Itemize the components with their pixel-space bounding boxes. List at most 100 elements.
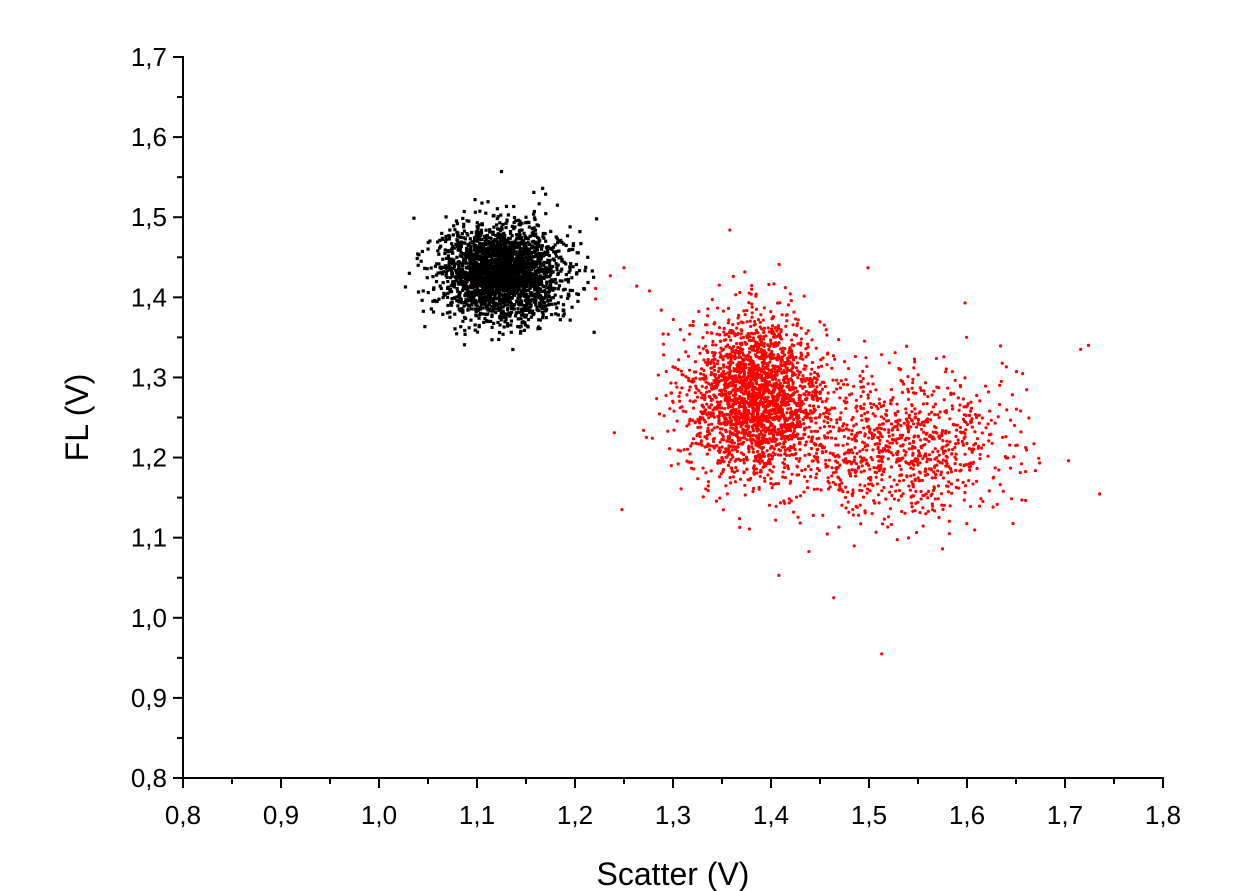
- red-data-point: [803, 453, 807, 457]
- red-data-point: [841, 489, 845, 494]
- red-data-point: [694, 384, 698, 388]
- black-data-point: [559, 255, 563, 259]
- red-data-point: [782, 436, 787, 441]
- red-data-point: [713, 357, 717, 361]
- red-data-point: [961, 443, 966, 447]
- red-data-point: [950, 491, 954, 495]
- red-data-point: [869, 455, 873, 460]
- red-data-point: [815, 429, 820, 433]
- red-data-point: [944, 367, 948, 371]
- red-data-point: [756, 363, 760, 367]
- red-data-point: [940, 503, 944, 507]
- red-data-point: [780, 313, 784, 317]
- red-data-point: [776, 453, 781, 457]
- black-data-point: [568, 268, 572, 272]
- red-data-point: [771, 335, 776, 339]
- red-data-point: [932, 389, 936, 393]
- red-data-point: [779, 423, 783, 427]
- red-data-point: [804, 408, 808, 412]
- red-data-point: [808, 404, 812, 408]
- red-data-point: [741, 347, 745, 352]
- red-data-point: [870, 374, 874, 378]
- red-data-point: [756, 346, 760, 351]
- black-data-point: [517, 241, 521, 246]
- red-data-point: [968, 409, 973, 413]
- black-data-point: [467, 219, 471, 223]
- red-data-point: [715, 404, 719, 408]
- red-data-point: [705, 390, 709, 394]
- red-data-point: [644, 435, 648, 439]
- black-data-point: [518, 296, 522, 300]
- red-data-point: [751, 489, 755, 494]
- red-data-point: [707, 423, 711, 427]
- red-data-point: [650, 436, 654, 440]
- red-data-point: [795, 389, 799, 393]
- red-data-point: [926, 496, 930, 500]
- red-data-point: [731, 407, 736, 412]
- red-data-point: [796, 342, 800, 346]
- red-data-point: [767, 282, 771, 287]
- red-data-point: [846, 436, 850, 440]
- red-data-point: [993, 466, 997, 470]
- red-data-point: [739, 422, 743, 426]
- black-data-point: [484, 239, 489, 244]
- black-data-point: [463, 332, 467, 336]
- red-data-point: [963, 435, 967, 439]
- red-data-point: [875, 454, 880, 459]
- red-data-point: [858, 449, 862, 453]
- red-data-point: [693, 399, 697, 403]
- black-data-point: [530, 226, 534, 231]
- red-data-point: [745, 400, 749, 404]
- black-data-point: [501, 332, 505, 336]
- red-data-point: [973, 430, 977, 434]
- red-data-point: [784, 403, 788, 407]
- red-data-point: [719, 354, 723, 358]
- red-data-point: [826, 435, 830, 440]
- red-data-point: [748, 378, 752, 382]
- red-data-point: [766, 367, 770, 371]
- red-data-point: [751, 427, 755, 431]
- black-data-point: [498, 241, 502, 245]
- red-data-point: [898, 433, 902, 437]
- red-data-point: [842, 399, 846, 403]
- red-data-point: [750, 398, 754, 403]
- red-data-point: [759, 429, 763, 433]
- red-data-point: [713, 406, 717, 410]
- red-data-point: [760, 459, 764, 463]
- red-data-point: [803, 385, 807, 389]
- red-data-point: [806, 464, 811, 468]
- red-data-point: [718, 431, 722, 435]
- red-data-point: [757, 437, 761, 441]
- red-data-point: [791, 363, 795, 367]
- red-data-point: [775, 398, 779, 403]
- red-data-point: [810, 381, 814, 385]
- red-data-point: [707, 405, 711, 409]
- red-data-point: [907, 413, 911, 417]
- red-data-point: [712, 378, 716, 383]
- black-data-point: [528, 234, 532, 238]
- red-data-point: [775, 358, 779, 362]
- red-data-point: [815, 458, 819, 462]
- black-data-point: [461, 319, 465, 323]
- black-data-point: [498, 221, 502, 225]
- red-data-point: [593, 286, 598, 291]
- red-data-point: [726, 321, 730, 325]
- black-data-point: [497, 289, 502, 293]
- black-data-point: [519, 240, 523, 245]
- black-data-point: [426, 247, 430, 251]
- red-data-point: [781, 351, 785, 355]
- red-data-point: [694, 370, 698, 374]
- red-data-point: [1020, 498, 1024, 502]
- red-data-point: [987, 439, 991, 443]
- red-data-point: [911, 453, 915, 457]
- red-data-point: [922, 423, 926, 428]
- red-data-point: [783, 476, 787, 480]
- red-data-point: [737, 364, 742, 368]
- red-data-point: [731, 426, 735, 430]
- red-data-point: [760, 425, 764, 429]
- red-data-point: [789, 499, 793, 503]
- red-data-point: [854, 462, 859, 466]
- red-data-point: [1079, 347, 1083, 352]
- red-data-point: [837, 488, 842, 492]
- red-data-point: [803, 467, 807, 472]
